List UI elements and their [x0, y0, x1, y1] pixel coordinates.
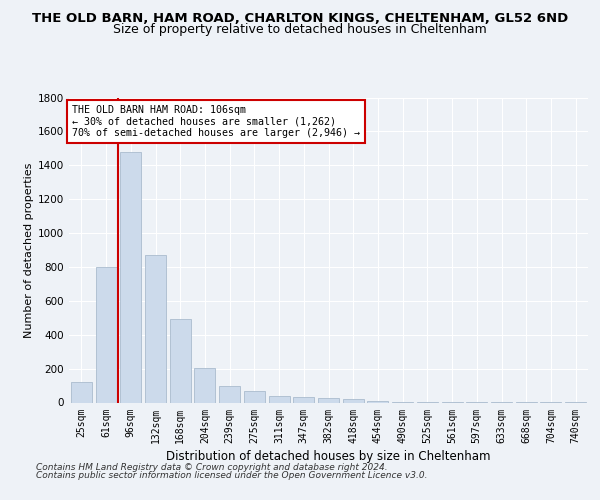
- X-axis label: Distribution of detached houses by size in Cheltenham: Distribution of detached houses by size …: [166, 450, 491, 462]
- Bar: [95, 267, 116, 402]
- Bar: [343, 399, 364, 402]
- Bar: [120, 152, 141, 402]
- Text: THE OLD BARN, HAM ROAD, CHARLTON KINGS, CHELTENHAM, GL52 6ND: THE OLD BARN, HAM ROAD, CHARLTON KINGS, …: [32, 12, 568, 26]
- Bar: [367, 401, 388, 402]
- Bar: [244, 392, 265, 402]
- Bar: [145, 255, 166, 402]
- Bar: [71, 382, 92, 402]
- Text: THE OLD BARN HAM ROAD: 106sqm
← 30% of detached houses are smaller (1,262)
70% o: THE OLD BARN HAM ROAD: 106sqm ← 30% of d…: [71, 105, 359, 138]
- Text: Contains public sector information licensed under the Open Government Licence v3: Contains public sector information licen…: [36, 472, 427, 480]
- Y-axis label: Number of detached properties: Number of detached properties: [24, 162, 34, 338]
- Bar: [170, 320, 191, 402]
- Bar: [219, 386, 240, 402]
- Bar: [269, 396, 290, 402]
- Text: Contains HM Land Registry data © Crown copyright and database right 2024.: Contains HM Land Registry data © Crown c…: [36, 462, 388, 471]
- Bar: [318, 398, 339, 402]
- Bar: [293, 398, 314, 402]
- Bar: [194, 368, 215, 402]
- Text: Size of property relative to detached houses in Cheltenham: Size of property relative to detached ho…: [113, 24, 487, 36]
